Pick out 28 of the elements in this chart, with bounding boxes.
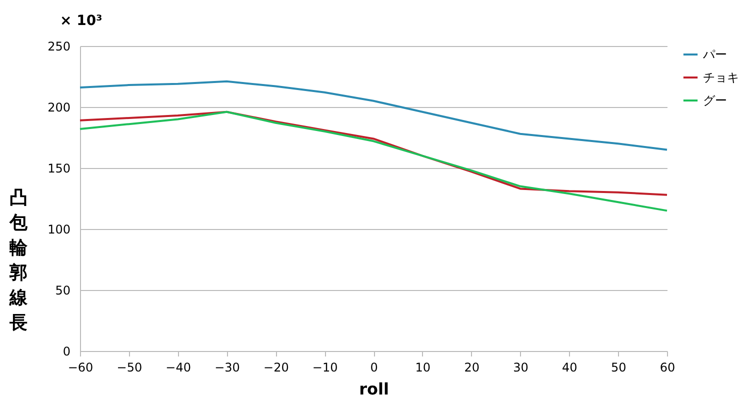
y-tick-label: 250 [48, 40, 70, 54]
x-tick-label: 0 [370, 360, 378, 374]
x-tick-label: 20 [464, 360, 480, 374]
legend-label: グー [703, 94, 727, 108]
y-tick-label: 100 [48, 222, 70, 236]
y-tick-label: 150 [48, 162, 70, 176]
x-tick-label: 60 [660, 360, 676, 374]
x-tick-label: 10 [415, 360, 431, 374]
x-axis-title: roll [359, 380, 389, 398]
x-tick-label: −40 [166, 360, 191, 374]
line-series [79, 110, 668, 196]
x-tick-label: −10 [312, 360, 338, 374]
legend-label: パー [702, 48, 727, 62]
y-tick-label: 50 [55, 284, 70, 298]
y-tick-label: 0 [62, 344, 70, 358]
y-tick-label: 200 [48, 100, 70, 114]
x-tick-label: −60 [68, 360, 94, 374]
text: × 10³ [60, 13, 102, 29]
line-series [79, 80, 668, 151]
x-tick-label: −30 [214, 360, 240, 374]
x-tick-label: 30 [513, 360, 528, 374]
x-tick-label: −50 [116, 360, 142, 374]
line-series [79, 110, 668, 212]
x-tick-label: 40 [562, 360, 578, 374]
y-axis-title: 凸包輪郭線長 [8, 188, 28, 334]
x-tick-label: −20 [264, 360, 289, 374]
x-tick-label: 50 [610, 360, 626, 374]
legend-label: チョキ [703, 70, 739, 84]
